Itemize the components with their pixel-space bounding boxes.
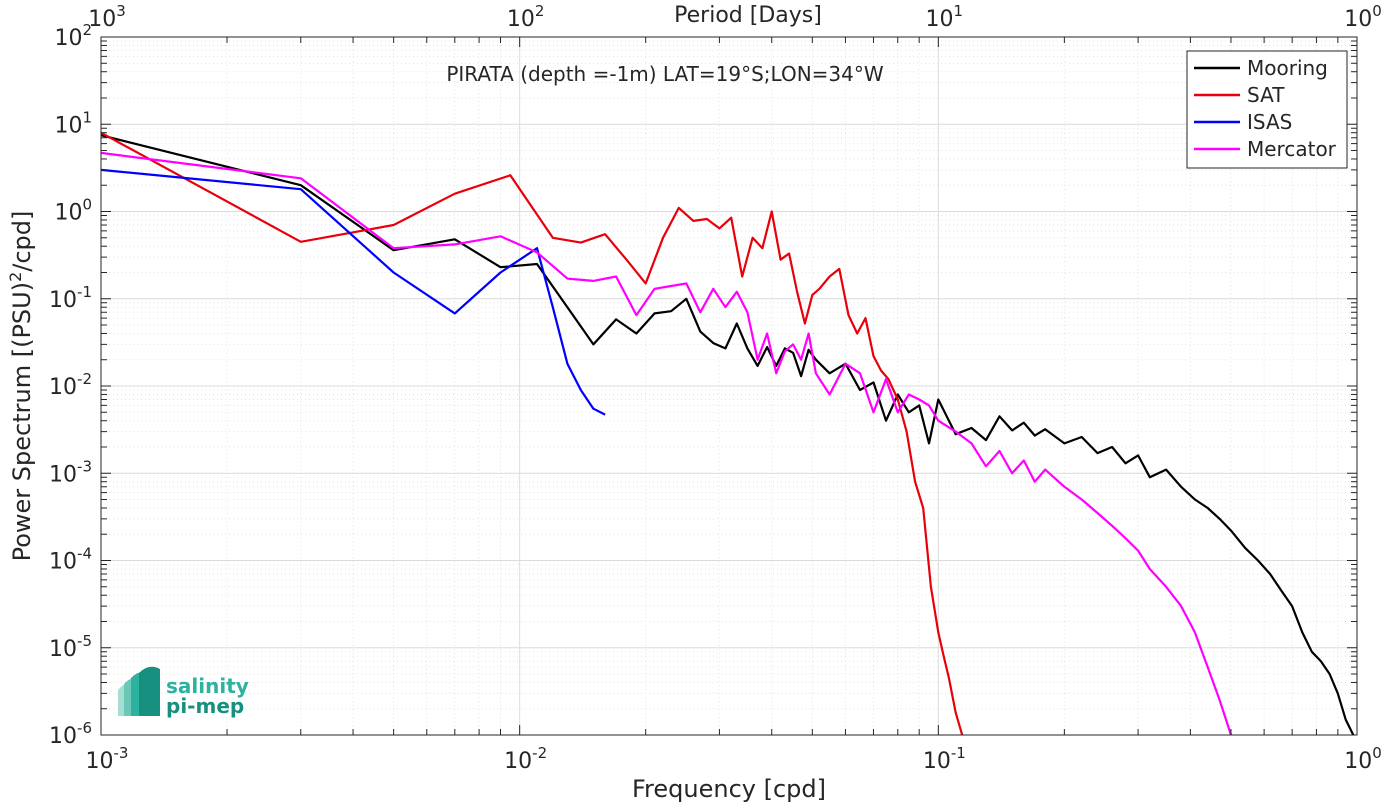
series-layer — [100, 131, 1355, 736]
y-tick-label: 10-1 — [49, 283, 92, 313]
y-tick-label: 10-2 — [49, 370, 92, 400]
series-line-mooring — [100, 134, 1355, 736]
y-axis-label-unit: /cpd] — [8, 211, 36, 272]
legend-label-isas: ISAS — [1247, 110, 1292, 134]
x-tick-label: 10-3 — [86, 744, 129, 774]
y-tick-label: 10-3 — [49, 457, 92, 487]
logo-mark-icon — [118, 666, 160, 716]
chart-title: PIRATA (depth =-1m) LAT=19°S;LON=34°W — [446, 62, 884, 86]
legend: Mooring SAT ISAS Mercator — [1186, 50, 1348, 169]
logo-text-pi-mep: pi-mep — [166, 694, 244, 718]
legend-label-mercator: Mercator — [1247, 137, 1337, 161]
x-tick-label: 100 — [1344, 744, 1382, 774]
series-line-sat — [100, 131, 964, 736]
top-axis-label: Period [Days] — [674, 3, 822, 28]
y-axis-label-main: Power Spectrum [(PSU) — [8, 282, 36, 561]
x-tick-labels: 10-3 10-2 10-1 100 — [86, 744, 1382, 774]
x-axis-label: Frequency [cpd] — [632, 775, 826, 803]
y-tick-label: 100 — [54, 196, 92, 226]
salinity-pi-mep-logo: salinity pi-mep — [118, 666, 249, 718]
logo-text-salinity: salinity — [166, 674, 249, 698]
y-tick-label: 10-6 — [49, 719, 92, 749]
top-tick-labels: 103 102 101 100 — [88, 2, 1382, 32]
y-tick-label: 10-5 — [49, 632, 92, 662]
top-tick-label: 101 — [926, 2, 964, 32]
legend-label-sat: SAT — [1247, 83, 1285, 107]
y-tick-labels: 10-6 10-5 10-4 10-3 10-2 10-1 100 101 102 — [49, 21, 92, 749]
series-line-mercator — [100, 151, 1233, 736]
legend-label-mooring: Mooring — [1247, 56, 1328, 80]
top-tick-label: 100 — [1344, 2, 1382, 32]
top-tick-label: 102 — [507, 2, 545, 32]
y-tick-label: 10-4 — [49, 545, 92, 575]
x-tick-label: 10-1 — [923, 744, 966, 774]
y-tick-label: 102 — [54, 21, 92, 51]
series-line-isas — [100, 168, 606, 416]
y-tick-label: 101 — [54, 108, 92, 138]
y-axis-label: Power Spectrum [(PSU)2/cpd] — [6, 211, 36, 562]
y-axis-label-exponent: 2 — [6, 272, 25, 282]
ticks-layer — [100, 36, 1358, 736]
x-tick-label: 10-2 — [504, 744, 547, 774]
top-tick-label: 103 — [88, 2, 126, 32]
